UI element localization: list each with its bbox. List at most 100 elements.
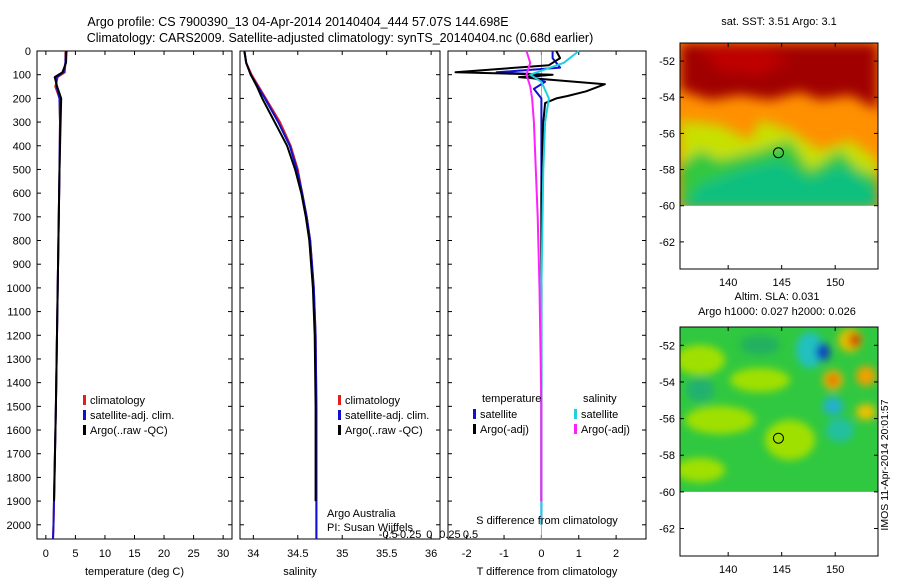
y-tick-label: 600 bbox=[13, 188, 31, 200]
salinity-x-tick-label: 34 bbox=[247, 548, 259, 560]
diff-legend-swatch bbox=[574, 424, 577, 434]
sla_map-frame bbox=[679, 326, 879, 557]
sla_map-title-2: Argo h1000: 0.027 h2000: 0.026 bbox=[698, 306, 856, 318]
sla_map-y-tick-label: -56 bbox=[659, 414, 675, 426]
sla_map-y-tick-label: -58 bbox=[659, 450, 675, 462]
sla-map-field bbox=[680, 327, 878, 492]
y-tick-label: 1400 bbox=[7, 378, 31, 390]
y-tick-label: 300 bbox=[13, 117, 31, 129]
diff-xlabel-top: S difference from climatology bbox=[476, 515, 618, 527]
diff-top-tick-label: 0.25 bbox=[439, 529, 460, 541]
y-tick-label: 1700 bbox=[7, 449, 31, 461]
temperature-x-tick-label: 5 bbox=[72, 548, 78, 560]
temperature-x-tick-label: 20 bbox=[158, 548, 170, 560]
annotation-line: PI: Susan Wijffels bbox=[327, 522, 413, 534]
sla_map-title-1: Altim. SLA: 0.031 bbox=[735, 291, 820, 303]
difference-x-tick-label: 0 bbox=[538, 548, 544, 560]
y-tick-label: 0 bbox=[25, 46, 31, 58]
diff-legend-entry: satellite bbox=[581, 409, 618, 421]
temperature-legend-swatch bbox=[83, 395, 86, 405]
sst_map-argo-marker bbox=[772, 147, 784, 159]
sst-map-field bbox=[680, 43, 878, 206]
sst_map-y-tick-label: -56 bbox=[659, 128, 675, 140]
y-tick-label: 900 bbox=[13, 259, 31, 271]
difference-axes-frame bbox=[447, 50, 647, 540]
temperature-legend-entry: satellite-adj. clim. bbox=[90, 410, 174, 422]
difference-x-tick-label: 1 bbox=[576, 548, 582, 560]
annotation-line: Argo Australia bbox=[327, 508, 396, 520]
diff-legend-title: temperature bbox=[482, 393, 541, 405]
y-tick-label: 1300 bbox=[7, 354, 31, 366]
difference-x-tick-label: -2 bbox=[462, 548, 472, 560]
diff-top-tick-label: 0.5 bbox=[463, 529, 478, 541]
sla_map-y-tick-label: -52 bbox=[659, 340, 675, 352]
diff-top-tick-label: 0 bbox=[426, 529, 432, 541]
salinity-legend-swatch bbox=[338, 425, 341, 435]
sst_map-y-tick-label: -58 bbox=[659, 165, 675, 177]
title-line-1: Argo profile: CS 7900390_13 04-Apr-2014 … bbox=[87, 15, 508, 29]
sst_map-x-tick-label: 145 bbox=[772, 277, 790, 289]
temperature-legend-swatch bbox=[83, 410, 86, 420]
difference-series-line bbox=[495, 51, 562, 525]
temperature-series-line bbox=[53, 50, 68, 502]
diff-top-tick-label: -0.5 bbox=[379, 529, 398, 541]
temperature-x-tick-label: 0 bbox=[43, 548, 49, 560]
temperature-x-tick-label: 10 bbox=[99, 548, 111, 560]
y-tick-label: 1600 bbox=[7, 425, 31, 437]
y-tick-label: 2000 bbox=[7, 520, 31, 532]
y-tick-label: 1900 bbox=[7, 496, 31, 508]
difference-x-tick-label: -1 bbox=[499, 548, 509, 560]
diff-legend-title: salinity bbox=[583, 393, 617, 405]
diff-legend-swatch bbox=[473, 409, 476, 419]
y-tick-label: 500 bbox=[13, 164, 31, 176]
y-tick-label: 200 bbox=[13, 93, 31, 105]
diff-legend-entry: Argo(-adj) bbox=[480, 424, 529, 436]
sst_map-frame bbox=[679, 42, 879, 270]
diff-legend-entry: Argo(-adj) bbox=[581, 424, 630, 436]
y-tick-label: 400 bbox=[13, 141, 31, 153]
salinity-x-tick-label: 35.5 bbox=[376, 548, 397, 560]
difference-x-tick-label: 2 bbox=[613, 548, 619, 560]
salinity-legend-swatch bbox=[338, 410, 341, 420]
sla_map-y-tick-label: -54 bbox=[659, 377, 675, 389]
sst_map-x-tick-label: 150 bbox=[826, 277, 844, 289]
sst_map-y-tick-label: -54 bbox=[659, 92, 675, 104]
salinity-x-tick-label: 35 bbox=[336, 548, 348, 560]
sst_map-x-tick-label: 140 bbox=[719, 277, 737, 289]
sla_map-argo-marker bbox=[772, 432, 784, 444]
y-tick-label: 1100 bbox=[7, 307, 31, 319]
difference-series-line bbox=[529, 50, 580, 525]
y-tick-label: 700 bbox=[13, 212, 31, 224]
sla_map-y-tick-label: -60 bbox=[659, 487, 675, 499]
temperature-x-tick-label: 25 bbox=[187, 548, 199, 560]
salinity-axes-frame bbox=[239, 50, 441, 540]
salinity-legend-entry: satellite-adj. clim. bbox=[345, 410, 429, 422]
salinity-x-tick-label: 34.5 bbox=[287, 548, 308, 560]
temperature-axes-frame bbox=[36, 50, 233, 540]
salinity-legend-entry: Argo(..raw -QC) bbox=[345, 425, 423, 437]
salinity-xlabel: salinity bbox=[283, 566, 317, 578]
y-tick-label: 1800 bbox=[7, 472, 31, 484]
difference-xlabel: T difference from climatology bbox=[477, 566, 618, 578]
sst_map-y-tick-label: -52 bbox=[659, 56, 675, 68]
temperature-legend-entry: climatology bbox=[90, 395, 146, 407]
diff-legend-entry: satellite bbox=[480, 409, 517, 421]
sla_map-x-tick-label: 140 bbox=[719, 564, 737, 576]
sla_map-y-tick-label: -62 bbox=[659, 524, 675, 536]
timestamp: IMOS 11-Apr-2014 20:01:57 bbox=[879, 399, 891, 530]
salinity-series-line bbox=[243, 50, 317, 502]
diff-legend-swatch bbox=[473, 424, 476, 434]
temperature-x-tick-label: 15 bbox=[128, 548, 140, 560]
salinity-legend-swatch bbox=[338, 395, 341, 405]
salinity-series-line bbox=[243, 50, 318, 539]
y-tick-label: 1000 bbox=[7, 283, 31, 295]
diff-legend-swatch bbox=[574, 409, 577, 419]
y-tick-label: 100 bbox=[13, 70, 31, 82]
sla_map-x-tick-label: 145 bbox=[772, 564, 790, 576]
temperature-xlabel: temperature (deg C) bbox=[85, 566, 184, 578]
y-tick-label: 1200 bbox=[7, 330, 31, 342]
difference-series-line bbox=[525, 50, 543, 502]
sst_map-y-tick-label: -60 bbox=[659, 201, 675, 213]
temperature-legend-swatch bbox=[83, 425, 86, 435]
